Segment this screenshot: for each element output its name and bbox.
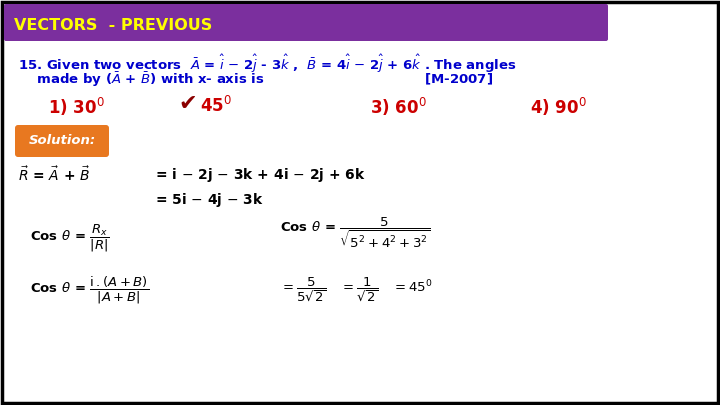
Text: 4) 90$^0$: 4) 90$^0$ — [530, 96, 587, 118]
Text: 15. Given two vectors  $\bar{A}$ = $\hat{i}$ $-$ 2$\hat{j}$ - 3$\hat{k}$ ,  $\ba: 15. Given two vectors $\bar{A}$ = $\hat{… — [18, 53, 516, 75]
Text: Cos $\theta$ = $\dfrac{5}{\sqrt{5^2+4^2+3^2}}$: Cos $\theta$ = $\dfrac{5}{\sqrt{5^2+4^2+… — [280, 216, 431, 250]
Text: $\vec{R}$ = $\vec{A}$ + $\vec{B}$: $\vec{R}$ = $\vec{A}$ + $\vec{B}$ — [18, 166, 91, 184]
Text: ✔: ✔ — [178, 94, 197, 114]
Text: 45$^0$: 45$^0$ — [200, 96, 232, 116]
Text: made by ($\bar{A}$ + $\bar{B}$) with x- axis is                                 : made by ($\bar{A}$ + $\bar{B}$) with x- … — [18, 70, 493, 89]
Text: $= \dfrac{5}{5\sqrt{2}}$   $= \dfrac{1}{\sqrt{2}}$   $= 45^0$: $= \dfrac{5}{5\sqrt{2}}$ $= \dfrac{1}{\s… — [280, 276, 433, 304]
Text: Solution:: Solution: — [28, 134, 96, 147]
Text: Cos $\theta$ = $\dfrac{\mathrm{i}\,.(A+B)}{|A+B|}$: Cos $\theta$ = $\dfrac{\mathrm{i}\,.(A+B… — [30, 275, 149, 305]
Text: 3) 60$^0$: 3) 60$^0$ — [370, 96, 427, 118]
FancyBboxPatch shape — [4, 4, 608, 41]
Text: VECTORS  - PREVIOUS: VECTORS - PREVIOUS — [14, 17, 212, 32]
Text: = i $-$ 2j $-$ 3k + 4i $-$ 2j + 6k: = i $-$ 2j $-$ 3k + 4i $-$ 2j + 6k — [155, 166, 366, 184]
Text: 1) 30$^0$: 1) 30$^0$ — [48, 96, 105, 118]
Text: = 5i $-$ 4j $-$ 3k: = 5i $-$ 4j $-$ 3k — [155, 191, 264, 209]
Text: Cos $\theta$ = $\dfrac{R_x}{|R|}$: Cos $\theta$ = $\dfrac{R_x}{|R|}$ — [30, 222, 110, 254]
FancyBboxPatch shape — [15, 125, 109, 157]
